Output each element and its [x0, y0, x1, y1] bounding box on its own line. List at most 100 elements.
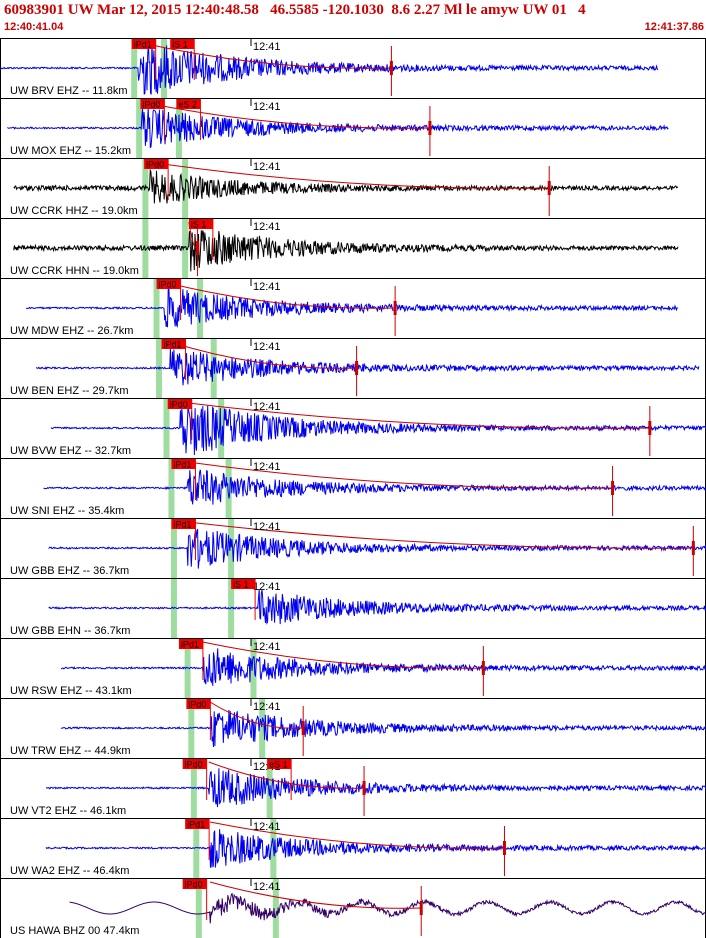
pick-box [171, 459, 196, 469]
pick-label: iPd1 [181, 640, 199, 650]
pick-box [140, 99, 165, 109]
coda-curve [149, 161, 550, 189]
waveform-trace [13, 230, 679, 272]
pick-label: iS 1 [191, 220, 207, 230]
waveform-trace [36, 348, 700, 386]
pick-box [156, 279, 181, 289]
time-tick-label: 12:41 [253, 281, 281, 293]
s-arrival-band [272, 879, 279, 938]
p-arrival-band [142, 159, 149, 218]
channel-panel: 12:41 iPd0 US HAWA BHZ 00 47.4km [0, 878, 706, 938]
pick-box [178, 639, 203, 649]
pick-label: iPd1 [164, 340, 182, 350]
waveform-trace [69, 892, 706, 924]
p-arrival-band [184, 639, 191, 698]
seismogram-panels: 12:41 iPd1 iS 1 UW BRV EHZ -- 11.8km 12:41 iP… [0, 38, 706, 938]
coda-curve [187, 461, 613, 489]
waveform-trace [0, 41, 659, 95]
channel-label: UW GBB EHN -- 36.7km [10, 625, 130, 637]
channel-label: UW RSW EHZ -- 43.1km [10, 685, 132, 697]
waveform-trace [60, 648, 706, 686]
waveform-trace [13, 168, 679, 204]
s-arrival-band [225, 459, 232, 518]
channel-label: UW TRW EHZ -- 44.9km [10, 745, 131, 757]
pick-box [167, 399, 192, 409]
waveform-trace [60, 709, 706, 748]
channel-label: UW VT2 EHZ -- 46.1km [10, 805, 126, 817]
channel-panel: 12:41 iPd1 UW SNI EHZ -- 35.4km [0, 458, 706, 519]
channel-panel: 12:41 iS 1 UW GBB EHN -- 36.7km [0, 578, 706, 639]
time-tick-label: 12:41 [253, 161, 281, 173]
pick-box [182, 759, 207, 769]
time-tick-label: 12:41 [253, 401, 281, 413]
waveform-trace [48, 589, 706, 625]
time-tick-label: 12:41 [253, 341, 281, 353]
waveform-trace [43, 469, 706, 505]
pick-label: iPd1 [173, 460, 191, 470]
waveform-trace [50, 403, 706, 456]
pick-label: iPd0 [146, 160, 164, 170]
time-tick-label: 12:41 [253, 41, 281, 53]
channel-label: UW BRV EHZ -- 11.8km [10, 85, 128, 97]
time-tick-label: 12:41 [253, 461, 281, 473]
pick-label: iPd1 [134, 40, 152, 50]
channel-label: UW MDW EHZ -- 26.7km [10, 325, 133, 337]
channel-panel: 12:41 iPd0 UW BVW EHZ -- 32.7km [0, 398, 706, 459]
pick-label: iPd0 [188, 700, 206, 710]
pick-box [176, 99, 201, 109]
p-arrival-band [168, 459, 175, 518]
waveform-trace [48, 528, 706, 569]
p-arrival-band [136, 99, 143, 158]
time-tick-label: 12:41 [253, 641, 281, 653]
channel-label: UW WA2 EHZ -- 46.4km [10, 865, 129, 877]
channel-panel: 12:41 iS 1 UW CCRK HHN -- 19.0km [0, 218, 706, 279]
coda-curve [170, 341, 357, 369]
channel-label: UW SNI EHZ -- 35.4km [10, 505, 124, 517]
time-tick-label: 12:41 [253, 581, 281, 593]
s-arrival-band [250, 639, 257, 698]
s-arrival-band [228, 519, 235, 578]
channel-label: UW BVW EHZ -- 32.7km [10, 445, 131, 457]
pick-box [170, 39, 195, 49]
channel-panel: 12:41 iPd1 UW WA2 EHZ -- 46.4km [0, 818, 706, 879]
pick-box [267, 759, 292, 769]
pick-label: iPd0 [142, 100, 160, 110]
pick-label: iPd1 [187, 820, 205, 830]
pick-label: iS 1 [172, 40, 188, 50]
channel-panel: 12:41 iPd1 UW GBB EHZ -- 36.7km [0, 518, 706, 579]
pick-label: eS 2 [178, 100, 197, 110]
channel-label: UW BEN EHZ -- 29.7km [10, 385, 129, 397]
channel-label: UW CCRK HHN -- 19.0km [10, 265, 139, 277]
pick-box [185, 819, 210, 829]
time-tick-label: 12:41 [253, 821, 281, 833]
s-arrival-band [259, 699, 266, 758]
s-arrival-band [182, 219, 189, 278]
waveform-trace [46, 768, 706, 808]
time-tick-label: 12:41 [253, 701, 281, 713]
time-tick-label: 12:41 [253, 881, 281, 893]
time-tick-label: 12:41 [253, 521, 281, 533]
p-arrival-band [193, 819, 200, 878]
pick-label: iPd0 [170, 400, 188, 410]
coda-curve [163, 281, 396, 309]
s-arrival-band [210, 339, 217, 398]
waveform-trace [7, 107, 669, 149]
channel-label: US HAWA BHZ 00 47.4km [10, 925, 139, 937]
pick-box [231, 579, 256, 589]
pick-label: iPd0 [185, 760, 203, 770]
coda-curve [202, 641, 484, 669]
channel-panel: 12:41 iPd1 UW BEN EHZ -- 29.7km [0, 338, 706, 399]
coda-curve [209, 881, 422, 909]
pick-box [182, 879, 207, 889]
channel-panel: 12:41 iPd0 UW CCRK HHZ -- 19.0km [0, 158, 706, 219]
waveform-trace [45, 829, 706, 868]
pick-box [161, 339, 186, 349]
p-arrival-band [195, 879, 202, 938]
window-end-time: 12:41:37.86 [644, 21, 704, 33]
channel-panel: 12:41 iPd0 UW MDW EHZ -- 26.7km [0, 278, 706, 339]
pick-label: iPd0 [159, 280, 177, 290]
time-tick-label: 12:41 [253, 221, 281, 233]
pick-box [144, 159, 169, 169]
channel-panel: 12:41 iPd0 eS 2 UW MOX EHZ -- 15.2km [0, 98, 706, 159]
